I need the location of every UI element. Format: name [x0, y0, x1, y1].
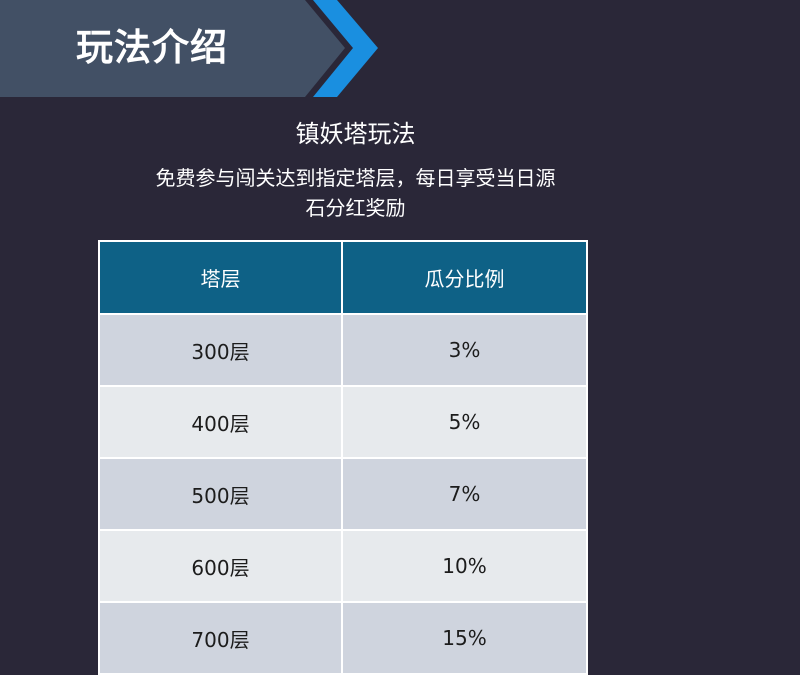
description-line-2: 石分红奖励 [305, 196, 406, 220]
share-cell: 15% [341, 601, 588, 675]
floor-cell: 700层 [98, 601, 343, 675]
table-row: 700层 15% [98, 601, 588, 675]
floor-cell: 500层 [98, 457, 343, 531]
page-title: 玩法介绍 [76, 26, 228, 69]
table-row: 600层 10% [98, 529, 588, 603]
column-header-share: 瓜分比例 [341, 240, 588, 315]
description-line-1: 免费参与闯关达到指定塔层，每日享受当日源 [155, 166, 556, 190]
share-cell: 3% [341, 313, 588, 387]
table-row: 400层 5% [98, 385, 588, 459]
title-banner: 玩法介绍 [0, 0, 380, 97]
column-header-floor: 塔层 [98, 240, 343, 315]
share-cell: 5% [341, 385, 588, 459]
chevron-right-icon [313, 0, 378, 97]
floor-cell: 600层 [98, 529, 343, 603]
section-title: 镇妖塔玩法 [295, 120, 416, 148]
table-row: 300层 3% [98, 313, 588, 387]
share-cell: 7% [341, 457, 588, 531]
section-description: 免费参与闯关达到指定塔层，每日享受当日源 石分红奖励 [80, 163, 631, 223]
floor-cell: 300层 [98, 313, 343, 387]
table-row: 500层 7% [98, 457, 588, 531]
floor-cell: 400层 [98, 385, 343, 459]
table-header-row: 塔层 瓜分比例 [98, 240, 588, 315]
share-cell: 10% [341, 529, 588, 603]
reward-table: 塔层 瓜分比例 300层 3% 400层 5% 500层 7% 600层 10%… [98, 240, 588, 675]
banner-arrow-shape [0, 0, 378, 97]
